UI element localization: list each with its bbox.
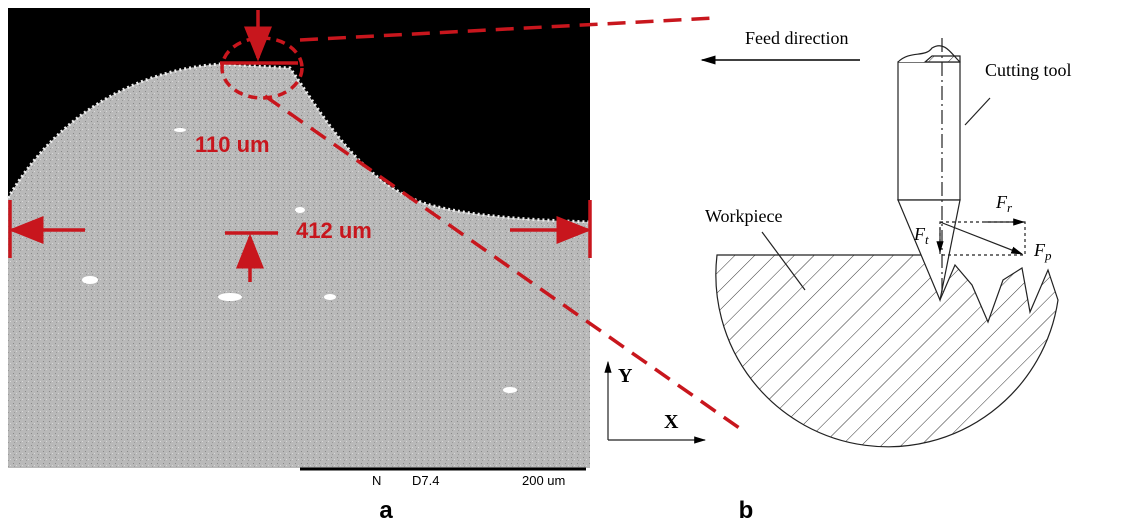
height-label: 110 um (195, 132, 270, 157)
axis-y: Y (618, 365, 633, 387)
annotations (8, 10, 747, 434)
force-r: Fr (995, 192, 1013, 215)
feed-label: Feed direction (745, 28, 848, 48)
sem-image: N D7.4 200 um (6, 8, 591, 490)
scale-mode: N (372, 473, 381, 488)
workpiece-label: Workpiece (705, 206, 783, 226)
panel-b-label: b (739, 497, 754, 524)
scale-length: 200 um (522, 473, 565, 488)
axis-x: X (664, 411, 679, 433)
force-p: Fp (1033, 240, 1052, 263)
force-t: Ft (913, 224, 929, 247)
scale-distance: D7.4 (412, 473, 439, 488)
width-label: 412 um (296, 218, 372, 243)
tool-label: Cutting tool (985, 60, 1072, 80)
panel-a-label: a (379, 497, 393, 524)
cutting-diagram (604, 38, 1059, 448)
